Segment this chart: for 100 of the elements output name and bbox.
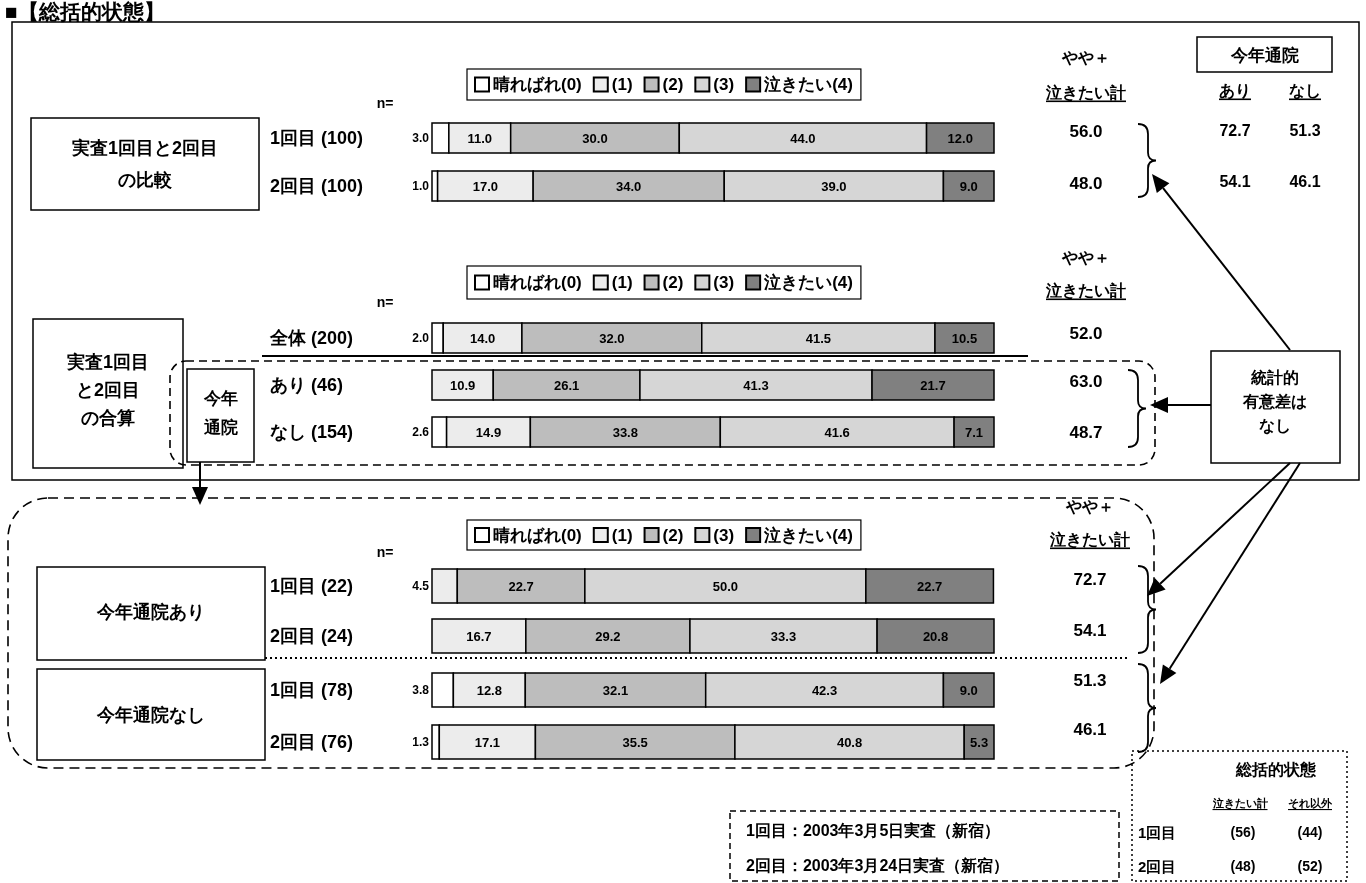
data-label: 9.0 — [959, 178, 978, 194]
data-label: 3.8 — [412, 683, 430, 697]
y-tick-label: 2回目 (24) — [270, 626, 354, 646]
data-label: 10.5 — [951, 330, 978, 346]
legend-label: 泣きたい(4) — [763, 525, 853, 545]
text: 54.1 — [1219, 172, 1251, 190]
y-tick-label: あり (46) — [270, 375, 344, 395]
text: 実査1回目 — [65, 352, 150, 372]
data-label: 4.5 — [412, 579, 430, 593]
text: 72.7 — [1219, 121, 1251, 139]
legend-label: (2) — [662, 525, 684, 545]
data-label: 26.1 — [553, 377, 580, 393]
legend-label: (3) — [713, 525, 735, 545]
text: 54.1 — [1073, 620, 1107, 640]
data-label: 10.9 — [449, 377, 476, 393]
data-label: 14.9 — [475, 424, 502, 440]
data-label: 1.0 — [412, 179, 430, 193]
data-label: 16.7 — [466, 628, 492, 644]
text: 今年通院あり — [96, 602, 205, 622]
text: 実査1回目と2回目 — [70, 138, 219, 158]
text: 統計的 — [1250, 368, 1299, 386]
text: n= — [376, 544, 394, 560]
data-label: 39.0 — [821, 178, 847, 194]
text: 泣きたい計 — [1045, 281, 1126, 300]
text: 2回目：2003年3月24日実査（新宿） — [746, 855, 1010, 875]
data-label: 5.3 — [970, 734, 989, 750]
text: 48.0 — [1069, 173, 1103, 193]
legend-label: (2) — [662, 75, 684, 94]
text: 通院 — [203, 417, 238, 437]
text: 今年通院なし — [96, 705, 205, 725]
y-tick-label: 1回目 (22) — [270, 576, 354, 596]
text: 今年 — [203, 388, 238, 408]
data-label: 33.8 — [612, 424, 638, 440]
text: (56) — [1230, 824, 1256, 840]
text: 総括的状態 — [1235, 760, 1317, 778]
text: ■【総括的状態】 — [5, 0, 165, 23]
data-label: 42.3 — [811, 682, 838, 698]
data-label: 35.5 — [622, 734, 648, 750]
text: なし — [1259, 416, 1291, 435]
data-label: 30.0 — [582, 130, 608, 146]
data-label: 17.0 — [472, 178, 499, 194]
data-label: 29.2 — [595, 628, 621, 644]
text: やや＋ — [1061, 248, 1110, 266]
data-label: 50.0 — [712, 578, 739, 594]
legend-label: 晴ればれ(0) — [493, 525, 582, 545]
data-label: 12.8 — [476, 682, 502, 698]
data-label: 22.7 — [916, 578, 943, 594]
text: 52.0 — [1069, 323, 1103, 343]
y-tick-label: なし (154) — [270, 422, 354, 442]
data-label: 20.8 — [922, 628, 949, 644]
data-label: 41.6 — [824, 424, 850, 440]
text: 46.1 — [1289, 172, 1321, 190]
legend-label: (3) — [713, 273, 735, 292]
text: n= — [376, 294, 394, 310]
legend-label: 泣きたい(4) — [763, 273, 853, 292]
data-label: 32.0 — [599, 330, 625, 346]
text: あり — [1219, 81, 1251, 100]
text: 56.0 — [1069, 121, 1103, 141]
y-tick-label: 1回目 (100) — [270, 128, 364, 148]
legend-label: 晴ればれ(0) — [493, 75, 582, 94]
text: と2回目 — [75, 380, 141, 400]
legend-label: 晴ればれ(0) — [493, 273, 582, 292]
data-label: 7.1 — [965, 424, 984, 440]
data-label: 34.0 — [616, 178, 642, 194]
text: n= — [376, 95, 394, 111]
text: 泣きたい計 — [1211, 797, 1268, 810]
data-label: 44.0 — [790, 130, 816, 146]
data-label: 1.3 — [412, 735, 430, 749]
data-label: 17.1 — [474, 734, 501, 750]
text: 有意差は — [1242, 392, 1307, 410]
data-label: 2.0 — [412, 331, 430, 345]
legend-label: (1) — [611, 75, 633, 94]
data-label: 40.8 — [836, 734, 863, 750]
text: 51.3 — [1289, 121, 1321, 139]
text: 今年通院 — [1230, 45, 1299, 65]
data-label: 9.0 — [959, 682, 978, 698]
legend-label: (3) — [713, 75, 735, 94]
text: (44) — [1297, 824, 1323, 840]
legend-label: (2) — [662, 273, 684, 292]
text: なし — [1289, 81, 1321, 100]
y-tick-label: 2回目 (100) — [270, 176, 364, 196]
data-label: 41.3 — [743, 377, 769, 393]
text: やや＋ — [1065, 497, 1114, 515]
data-label: 22.7 — [508, 578, 534, 594]
y-tick-label: 2回目 (76) — [270, 732, 354, 752]
text: それ以外 — [1288, 797, 1333, 810]
text: の合算 — [81, 408, 135, 428]
text: 46.1 — [1073, 719, 1107, 739]
text: 1回目：2003年3月5日実査（新宿） — [746, 820, 1001, 840]
legend-label: (1) — [611, 525, 633, 545]
data-label: 14.0 — [469, 330, 496, 346]
text: の比較 — [118, 170, 173, 190]
text: 2回目 — [1138, 857, 1177, 875]
y-tick-label: 全体 (200) — [269, 328, 354, 348]
text: (48) — [1230, 858, 1256, 874]
data-label: 11.0 — [467, 130, 493, 146]
text: 63.0 — [1069, 371, 1103, 391]
text: 泣きたい計 — [1049, 530, 1130, 549]
data-label: 2.6 — [412, 425, 430, 439]
text: 51.3 — [1073, 670, 1107, 690]
